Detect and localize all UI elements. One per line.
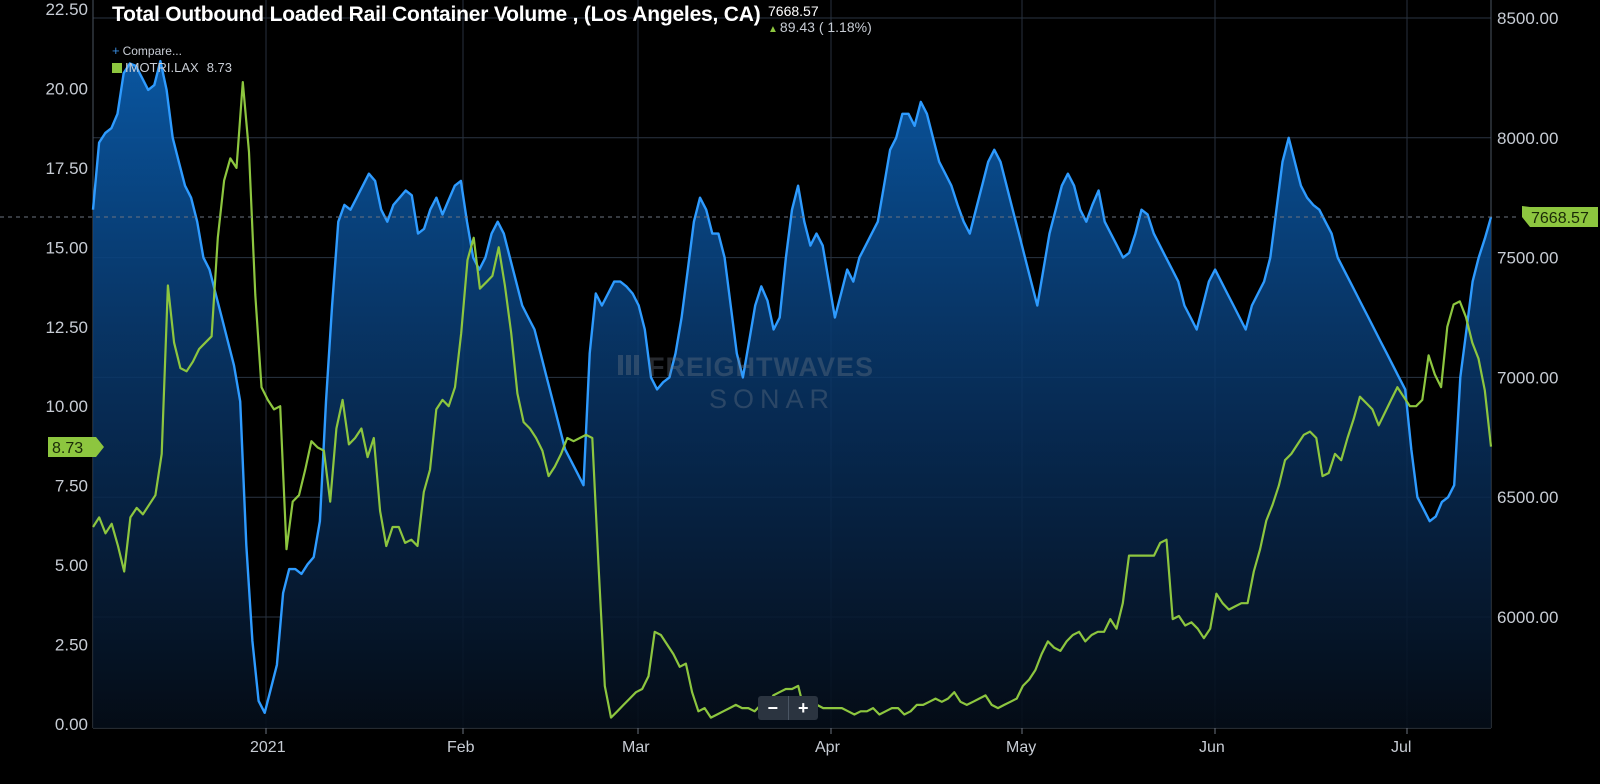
value-change: ▲ 89.43 ( 1.18%) (768, 19, 872, 35)
left-tick-label: 22.50 (45, 0, 88, 19)
series-lines (91, 59, 1493, 719)
left-tick-label: 15.00 (45, 238, 88, 257)
left-last-value-label: 8.73 (52, 440, 83, 457)
legend-series-symbol: IMOTRI.LAX (125, 60, 199, 75)
right-series-area-fill (93, 61, 1491, 729)
right-tick-label: 8000.00 (1497, 129, 1558, 148)
series-swatch-icon (112, 63, 122, 73)
x-tick-label: Jun (1199, 739, 1225, 756)
left-tick-label: 0.00 (55, 715, 88, 734)
x-tick-label: May (1006, 739, 1036, 756)
up-arrow-icon: ▲ (768, 24, 778, 35)
right-last-value-label: 7668.57 (1531, 210, 1589, 227)
left-tick-label: 7.50 (55, 477, 88, 496)
x-tick-label: Apr (815, 739, 841, 756)
plus-icon: + (112, 43, 120, 58)
left-tick-label: 5.00 (55, 556, 88, 575)
x-tick-label: Jul (1391, 739, 1411, 756)
right-last-value-tag: 7668.57 (1522, 206, 1598, 227)
left-tick-label: 12.50 (45, 318, 88, 337)
zoom-out-button[interactable]: − (767, 698, 778, 718)
legend-series-value: 8.73 (206, 60, 232, 75)
legend-series[interactable]: IMOTRI.LAX 8.73 (112, 60, 232, 75)
zoom-divider (787, 696, 789, 720)
x-tick-label: Feb (447, 739, 475, 756)
right-tick-label: 7500.00 (1497, 249, 1558, 268)
right-axis-ticks: 6000.00 6500.00 7000.00 7500.00 8000.00 8500.… (1497, 9, 1558, 627)
left-tick-label: 10.00 (45, 397, 88, 416)
x-tick-label: Mar (622, 739, 650, 756)
left-axis-ticks: 0.00 2.50 5.00 7.50 10.00 12.50 15.00 17.50 20.0… (45, 0, 88, 734)
right-tick-label: 8500.00 (1497, 9, 1558, 28)
left-series-line (92, 81, 1493, 719)
left-tick-label: 17.50 (45, 159, 88, 178)
left-tick-label: 2.50 (55, 636, 88, 655)
current-value: 7668.57 (768, 3, 819, 19)
compare-button[interactable]: + Compare... (112, 43, 182, 58)
x-tick-label: 2021 (250, 739, 286, 756)
right-series-area (93, 61, 1491, 729)
right-tick-label: 6000.00 (1497, 608, 1558, 627)
right-tick-label: 6500.00 (1497, 488, 1558, 507)
left-last-value-tag: 8.73 (48, 437, 104, 457)
value-change-text: 89.43 ( 1.18%) (779, 19, 872, 35)
chart-title: Total Outbound Loaded Rail Container Vol… (112, 3, 761, 26)
zoom-in-button[interactable]: + (797, 698, 809, 718)
right-tick-label: 7000.00 (1497, 368, 1558, 387)
compare-label: Compare... (122, 44, 182, 58)
x-axis-ticks: 2021 Feb Mar Apr May Jun Jul (250, 728, 1411, 756)
zoom-controls: − + (758, 696, 818, 720)
right-series-line (91, 59, 1493, 714)
left-tick-label: 20.00 (45, 79, 88, 98)
